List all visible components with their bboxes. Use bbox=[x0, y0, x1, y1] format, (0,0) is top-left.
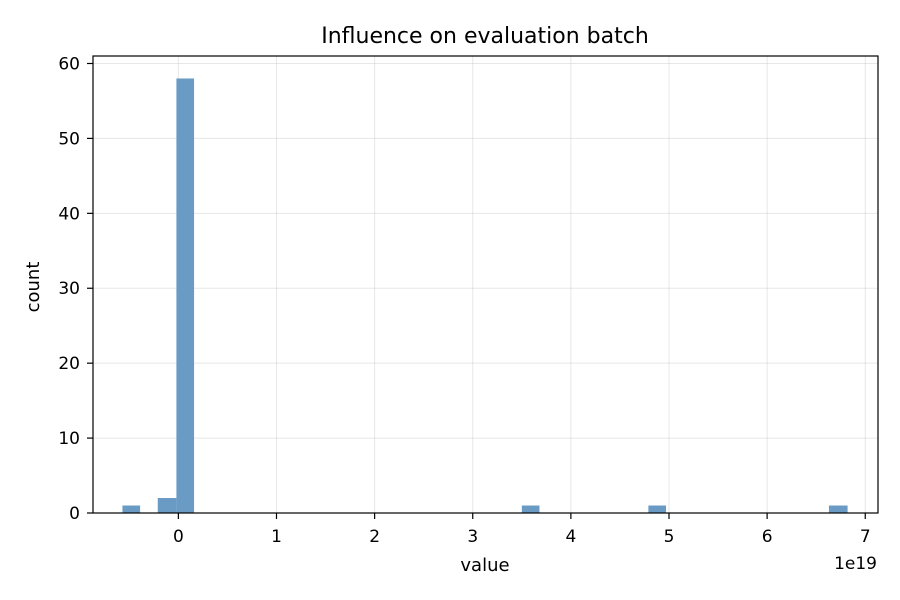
x-tick-label: 7 bbox=[860, 527, 871, 547]
x-tick-label: 6 bbox=[762, 527, 773, 547]
histogram-bar bbox=[157, 498, 177, 513]
chart-title: Influence on evaluation batch bbox=[321, 24, 649, 49]
y-tick-label: 10 bbox=[58, 429, 80, 449]
x-tick-label: 3 bbox=[467, 527, 478, 547]
x-axis-ticks: 0 1 2 3 4 5 6 7 bbox=[173, 513, 871, 547]
y-axis-ticks: 0 10 20 30 40 50 60 bbox=[58, 54, 93, 524]
y-tick-label: 30 bbox=[58, 279, 80, 299]
y-axis-label: count bbox=[23, 262, 44, 313]
histogram-bars bbox=[122, 78, 848, 514]
y-tick-label: 0 bbox=[69, 504, 80, 524]
grid-lines bbox=[93, 56, 878, 514]
x-tick-label: 1 bbox=[271, 527, 282, 547]
histogram-bar bbox=[828, 505, 848, 513]
y-tick-label: 40 bbox=[58, 204, 80, 224]
y-tick-label: 50 bbox=[58, 129, 80, 149]
x-tick-label: 4 bbox=[565, 527, 576, 547]
histogram-bar bbox=[521, 505, 540, 513]
histogram-bar bbox=[122, 505, 141, 513]
x-axis-label: value bbox=[460, 555, 509, 576]
histogram-bar bbox=[176, 78, 195, 514]
x-tick-label: 0 bbox=[173, 527, 184, 547]
x-tick-label: 2 bbox=[369, 527, 380, 547]
y-tick-label: 20 bbox=[58, 354, 80, 374]
y-tick-label: 60 bbox=[58, 54, 80, 74]
x-axis-offset-label: 1e19 bbox=[834, 554, 877, 574]
histogram-bar bbox=[648, 505, 667, 513]
x-tick-label: 5 bbox=[664, 527, 675, 547]
plot-frame bbox=[92, 55, 879, 514]
